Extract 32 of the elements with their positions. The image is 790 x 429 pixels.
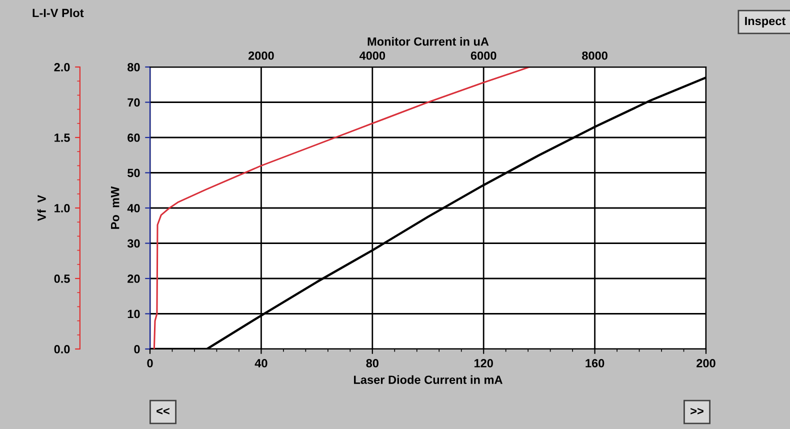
y-axis-title: Po mW xyxy=(111,186,120,229)
y-tick-label: 30 xyxy=(127,239,140,248)
y-tick-label: 40 xyxy=(127,204,140,212)
y2-tick-label: 1.0 xyxy=(54,204,70,212)
x2-tick-label: 2000 xyxy=(248,51,274,60)
x-tick-label: 200 xyxy=(696,359,716,368)
y2-tick-label: 0.0 xyxy=(54,345,70,354)
y-tick-label: 0 xyxy=(134,345,140,354)
y2-tick-label: 0.5 xyxy=(54,274,70,283)
text: Inspect xyxy=(745,16,786,28)
text: << xyxy=(156,408,170,414)
x-tick-label: 160 xyxy=(586,359,604,368)
x-tick-label: 120 xyxy=(474,359,493,368)
y-tick-label: 10 xyxy=(128,310,140,318)
chart-title: L-I-V Plot xyxy=(32,8,84,18)
y2-tick-label: 2.0 xyxy=(54,63,70,72)
x2-tick-label: 6000 xyxy=(470,51,496,60)
y2-axis-title: Vf V xyxy=(37,194,46,222)
x2-tick-label: 8000 xyxy=(582,51,608,60)
x-axis-title: Laser Diode Current in mA xyxy=(354,375,502,384)
x-tick-label: 80 xyxy=(366,359,378,368)
y-tick-label: 80 xyxy=(128,63,140,72)
x-tick-label: 0 xyxy=(147,359,153,368)
y-tick-label: 50 xyxy=(128,168,140,178)
text: >> xyxy=(690,408,704,414)
x2-tick-label: 4000 xyxy=(359,51,386,60)
y-tick-label: 70 xyxy=(128,98,140,107)
x-tick-label: 40 xyxy=(254,359,268,368)
y2-tick-label: 1.5 xyxy=(54,134,70,142)
y-tick-label: 20 xyxy=(128,274,140,283)
x2-axis-title: Monitor Current in uA xyxy=(368,37,489,46)
y-tick-label: 60 xyxy=(128,134,140,142)
